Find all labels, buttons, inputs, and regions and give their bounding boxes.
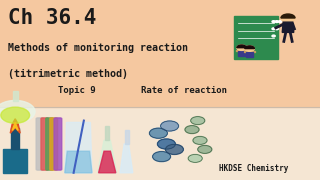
Polygon shape: [65, 122, 92, 173]
Circle shape: [157, 139, 175, 149]
Polygon shape: [10, 119, 20, 133]
Circle shape: [198, 145, 212, 153]
Circle shape: [281, 14, 295, 22]
Polygon shape: [105, 126, 109, 140]
Circle shape: [193, 136, 207, 144]
FancyBboxPatch shape: [46, 118, 53, 170]
Bar: [3, 149, 27, 173]
Text: HKDSE Chemistry: HKDSE Chemistry: [219, 164, 289, 173]
Circle shape: [272, 21, 275, 22]
Polygon shape: [65, 151, 92, 173]
Polygon shape: [98, 140, 117, 173]
Text: Methods of monitoring reaction: Methods of monitoring reaction: [8, 43, 188, 53]
FancyBboxPatch shape: [41, 118, 49, 170]
FancyBboxPatch shape: [54, 118, 62, 170]
Bar: [234, 16, 278, 59]
Circle shape: [188, 154, 202, 162]
Polygon shape: [282, 22, 294, 32]
Circle shape: [191, 117, 205, 125]
Circle shape: [245, 46, 254, 51]
FancyBboxPatch shape: [50, 118, 58, 170]
Circle shape: [153, 152, 171, 162]
Circle shape: [278, 21, 282, 22]
Bar: [238, 51, 245, 56]
Circle shape: [0, 100, 35, 123]
Text: (titrimetric method): (titrimetric method): [8, 69, 128, 79]
Wedge shape: [237, 45, 246, 48]
Bar: [11, 128, 19, 149]
Bar: [125, 130, 129, 144]
Circle shape: [272, 28, 275, 30]
Circle shape: [1, 107, 29, 123]
FancyBboxPatch shape: [36, 118, 44, 170]
Bar: [0, 0, 320, 107]
Wedge shape: [281, 14, 295, 18]
Circle shape: [185, 126, 199, 134]
Polygon shape: [120, 144, 133, 173]
Circle shape: [161, 121, 179, 131]
Bar: [236, 50, 247, 51]
Bar: [13, 91, 18, 101]
Bar: [244, 51, 255, 52]
Bar: [246, 52, 253, 57]
Text: Rate of reaction: Rate of reaction: [141, 86, 227, 94]
Circle shape: [272, 35, 275, 37]
Polygon shape: [12, 122, 18, 130]
Circle shape: [237, 45, 246, 50]
Circle shape: [165, 144, 183, 154]
Circle shape: [275, 28, 278, 30]
Circle shape: [275, 21, 278, 22]
Text: Topic 9: Topic 9: [58, 86, 96, 94]
Text: Ch 36.4: Ch 36.4: [8, 8, 96, 28]
Circle shape: [149, 128, 167, 138]
Polygon shape: [99, 151, 116, 173]
Wedge shape: [245, 46, 254, 49]
